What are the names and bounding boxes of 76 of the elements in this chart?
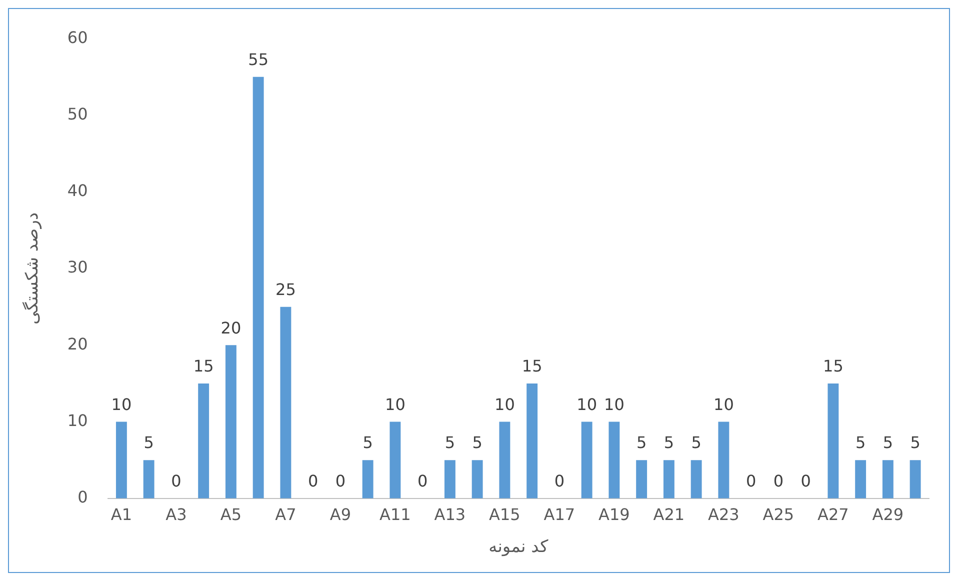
y-tick-label: 0 [78, 488, 88, 507]
data-label: 0 [335, 472, 346, 491]
data-label: 15 [522, 356, 542, 376]
bar [225, 345, 236, 498]
data-label: 5 [691, 433, 702, 452]
data-label: 10 [494, 394, 515, 414]
data-label: 15 [823, 356, 844, 376]
x-tick-label: A5 [220, 505, 242, 524]
data-label: 5 [444, 433, 456, 452]
x-tick-label: A7 [275, 505, 296, 524]
y-tick-label: 60 [67, 28, 88, 47]
bar [444, 460, 456, 498]
data-label: 20 [220, 318, 242, 338]
x-tick-label: A17 [544, 505, 576, 524]
y-axis-title: درصد شکستگی [22, 212, 43, 325]
data-label: 0 [554, 472, 565, 491]
data-label: 5 [855, 433, 866, 452]
bar [198, 383, 210, 498]
bar [855, 460, 866, 498]
y-tick-label: 40 [67, 181, 88, 200]
data-label: 0 [171, 472, 182, 491]
x-tick-label: A9 [330, 505, 352, 524]
bar [116, 422, 127, 498]
x-tick-label: A3 [166, 505, 187, 524]
x-tick-label: A13 [434, 505, 466, 524]
y-tick-label: 50 [67, 104, 88, 124]
x-tick-label: A11 [380, 505, 411, 524]
data-label: 10 [385, 394, 406, 414]
data-label: 0 [746, 472, 756, 491]
data-label: 55 [248, 50, 268, 70]
data-label: 5 [882, 433, 894, 452]
bar [252, 76, 264, 498]
data-label: 5 [144, 433, 154, 452]
bar [526, 383, 538, 498]
bar [143, 460, 154, 498]
data-label: 5 [636, 433, 647, 452]
data-label: 0 [773, 472, 784, 491]
x-tick-label: A19 [598, 505, 630, 524]
data-label: 0 [308, 472, 318, 491]
y-tick-label: 20 [67, 334, 88, 354]
bar [608, 422, 620, 498]
data-label: 25 [276, 280, 296, 299]
data-label: 0 [800, 472, 811, 491]
data-label: 5 [910, 433, 920, 452]
bar [718, 422, 730, 498]
data-label: 10 [714, 394, 734, 414]
bar [663, 460, 674, 498]
data-label: 10 [576, 394, 597, 414]
x-axis-title: کد نمونه [488, 537, 550, 558]
data-label: 5 [362, 433, 373, 452]
bar [636, 460, 648, 498]
bar [581, 422, 592, 498]
bar [280, 306, 292, 498]
bar [390, 422, 401, 498]
bar [499, 422, 510, 498]
data-label: 10 [111, 394, 132, 414]
bar [690, 460, 702, 498]
bar [472, 460, 483, 498]
x-tick-label: A23 [708, 505, 740, 524]
x-tick-label: A1 [110, 505, 132, 524]
x-tick-label: A15 [489, 505, 520, 524]
data-label: 15 [193, 356, 214, 376]
data-label: 0 [417, 472, 428, 491]
x-tick-label: A25 [762, 505, 794, 524]
bar [882, 460, 894, 498]
bar [362, 460, 374, 498]
data-label: 5 [664, 433, 674, 452]
y-tick-label: 30 [67, 258, 88, 277]
x-tick-label: A29 [872, 505, 904, 524]
data-label: 10 [604, 394, 624, 414]
y-tick-label: 10 [67, 410, 88, 430]
bar [910, 460, 921, 498]
bar [828, 383, 839, 498]
x-tick-label: A27 [818, 505, 849, 524]
x-tick-label: A21 [653, 505, 685, 524]
data-label: 5 [472, 433, 482, 452]
